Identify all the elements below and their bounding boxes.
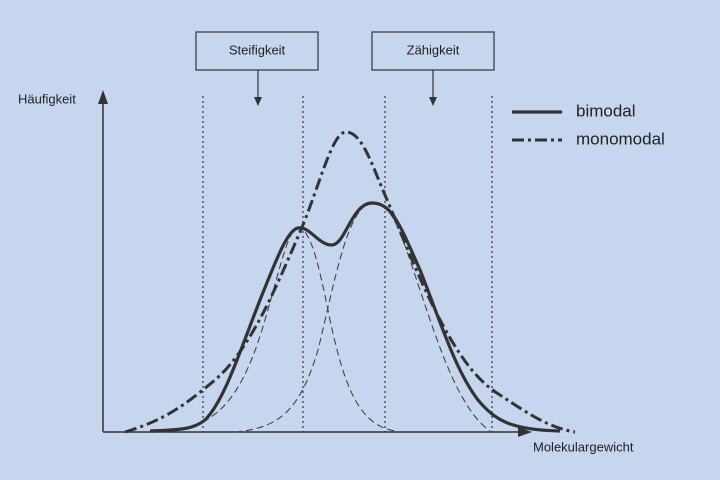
monomodal-curve	[124, 130, 576, 434]
x-axis-arrow	[518, 427, 532, 437]
y-axis-arrow	[98, 90, 108, 104]
boundaries	[202, 96, 493, 432]
y-axis-label: Häufigkeit	[18, 91, 76, 106]
box-label: Steifigkeit	[229, 42, 286, 57]
arrow-head	[429, 97, 437, 106]
bimodal-curve	[149, 201, 561, 433]
arrow-head	[254, 97, 262, 106]
legend-label: monomodal	[576, 129, 665, 148]
box	[195, 31, 319, 71]
box	[371, 31, 495, 71]
axes	[102, 100, 522, 433]
legend: bimodal monomodal	[512, 101, 665, 148]
box-label: Zähigkeit	[407, 42, 460, 57]
x-axis-label: Molekulargewicht	[533, 439, 634, 454]
legend-label: bimodal	[576, 101, 636, 120]
